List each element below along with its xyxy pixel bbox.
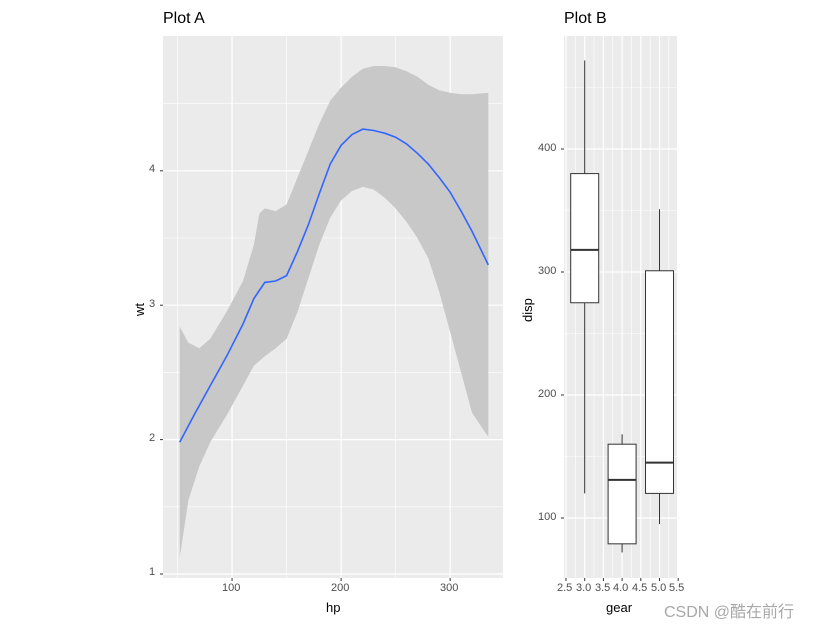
confidence-band — [179, 66, 489, 558]
plot-b-x-tick: 4.5 — [632, 582, 648, 594]
plot-b-y-tick: 400 — [538, 142, 557, 154]
box — [645, 270, 674, 494]
plot-a-panel — [160, 36, 503, 581]
boxplot-gear-4 — [607, 434, 637, 553]
plot-b-y-tick: 300 — [538, 265, 557, 277]
boxplot-gear-5 — [645, 209, 674, 525]
plot-b-y-tick: 100 — [538, 511, 557, 523]
box — [607, 443, 637, 545]
box — [570, 173, 600, 304]
plot-a-y-tick: 4 — [149, 163, 156, 175]
plot-a-x-tick: 100 — [222, 582, 241, 594]
plot-b-x-axis-title: gear — [606, 600, 633, 615]
plot-b-x-tick: 5.5 — [669, 582, 685, 594]
plot-b-x-tick: 3.5 — [595, 582, 611, 594]
plot-a-y-tick: 1 — [149, 566, 156, 578]
plot-a-y-tick: 3 — [149, 298, 156, 310]
plot-a-x-tick: 200 — [331, 582, 350, 594]
watermark: CSDN @酷在前行 — [664, 604, 795, 621]
plot-b-x-tick: 2.5 — [557, 582, 573, 594]
plot-a-y-tick: 2 — [149, 432, 156, 444]
plot-b-title: Plot B — [564, 10, 607, 27]
plot-a-x-axis-title: hp — [326, 600, 341, 615]
plot-b-panel — [561, 36, 679, 581]
boxplot-gear-3 — [570, 60, 600, 494]
plot-a-title: Plot A — [163, 10, 205, 27]
plot-b-x-tick: 3.0 — [576, 582, 592, 594]
plot-b-y-tick: 200 — [538, 388, 557, 400]
smooth-line — [178, 128, 490, 443]
plot-b-x-tick: 4.0 — [613, 582, 629, 594]
plot-b-x-tick: 5.0 — [651, 582, 667, 594]
plot-a-x-tick: 300 — [440, 582, 459, 594]
